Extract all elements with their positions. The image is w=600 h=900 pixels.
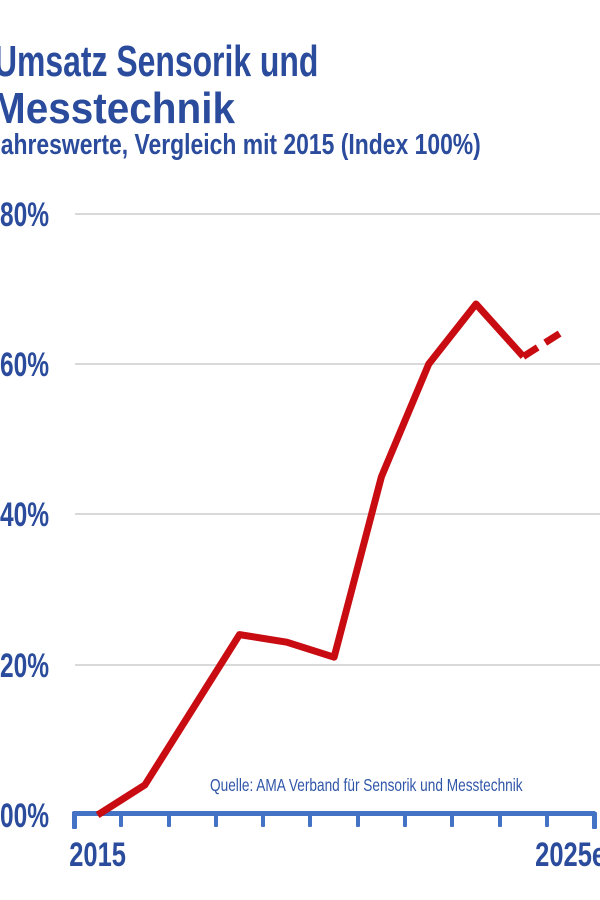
- x-axis-label-2015: 2015: [69, 836, 126, 874]
- x-axis-tick: [308, 812, 313, 827]
- y-axis-label-140: 140%: [0, 496, 50, 535]
- x-axis-tick: [403, 812, 408, 827]
- gridline-180: [75, 212, 600, 215]
- y-axis-label-100: 100%: [0, 797, 50, 835]
- page-title-line2: Messtechnik: [0, 84, 235, 133]
- x-axis-tick: [166, 812, 171, 827]
- x-axis-tick: [213, 812, 218, 827]
- revenue-line-solid: [95, 300, 526, 818]
- chart-subtitle: Jahreswerte, Vergleich mit 2015 (Index 1…: [0, 129, 481, 161]
- x-axis-tick: [544, 812, 549, 827]
- revenue-line-forecast-dashed: [521, 323, 573, 360]
- source-label: Quelle: AMA Verband für Sensorik und Mes…: [210, 775, 523, 795]
- x-axis-label-2025e: 2025e: [535, 836, 600, 874]
- x-axis-tick: [497, 812, 502, 827]
- x-axis-line: [72, 811, 596, 816]
- x-axis-end-cap: [592, 812, 598, 829]
- y-axis-label-120: 120%: [0, 646, 50, 685]
- y-axis-label-180: 180%: [0, 195, 50, 234]
- page-title-line1: Umsatz Sensorik und: [0, 37, 319, 86]
- x-axis-tick: [450, 812, 455, 827]
- x-axis-end-cap: [71, 812, 77, 829]
- gridline-160: [75, 363, 600, 366]
- y-axis-label-160: 160%: [0, 346, 50, 385]
- x-axis-tick: [355, 812, 360, 827]
- x-axis-tick: [119, 812, 124, 827]
- gridline-120: [75, 663, 600, 666]
- x-axis-tick: [261, 812, 266, 827]
- gridline-140: [75, 513, 600, 516]
